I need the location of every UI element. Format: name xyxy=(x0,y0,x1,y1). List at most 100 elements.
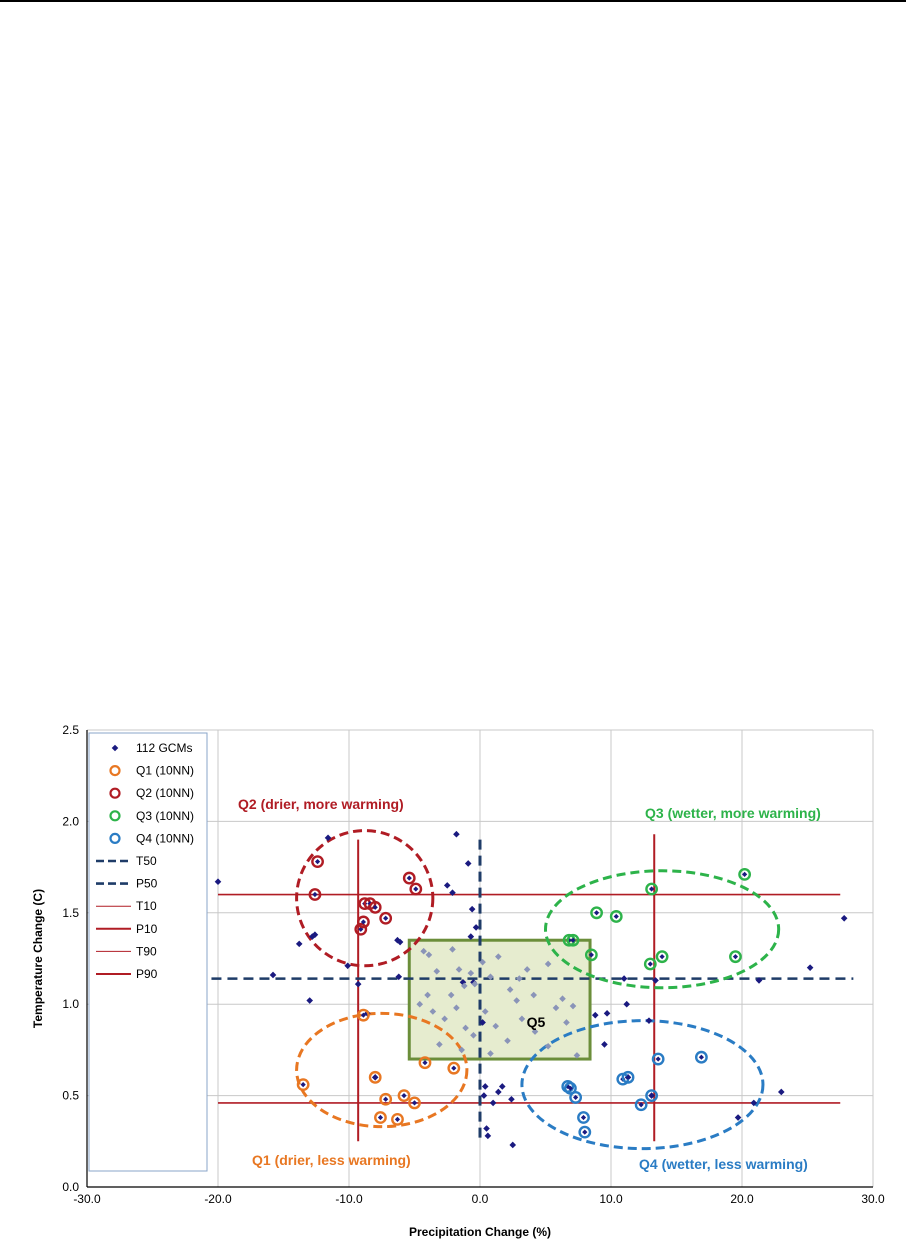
q5-gcm-point xyxy=(455,966,463,973)
q1-ring xyxy=(357,1008,370,1022)
q2-point xyxy=(413,886,419,892)
q5-gcm-point xyxy=(416,1000,424,1008)
q5-gcm-point xyxy=(530,991,538,999)
legend-label: T90 xyxy=(136,944,157,958)
gcm-point xyxy=(620,975,628,982)
gcm-point xyxy=(489,1099,497,1107)
q5-gcm-point xyxy=(523,966,531,973)
gcm-point xyxy=(468,905,476,913)
q5-gcm-point xyxy=(425,951,433,959)
q5-gcm-point xyxy=(424,991,431,999)
q5-gcm-point xyxy=(544,960,552,968)
q4-ring xyxy=(577,1111,590,1124)
q1-cluster-ellipse xyxy=(295,1011,469,1129)
q2-ring xyxy=(368,900,382,914)
gcm-point xyxy=(508,1095,515,1103)
q5-gcm-point xyxy=(453,1004,460,1012)
gcm-point xyxy=(479,1019,486,1026)
q4-point xyxy=(582,1129,588,1135)
x-tick-label: 30.0 xyxy=(861,1192,885,1206)
q1-ring xyxy=(418,1056,432,1070)
x-tick-label: -30.0 xyxy=(73,1192,101,1206)
q4-ring xyxy=(578,1125,592,1139)
q1-ring xyxy=(379,1092,393,1106)
gcm-point xyxy=(840,914,848,922)
annotation-q4: Q4 (wetter, less warming) xyxy=(639,1156,808,1172)
gcm-point xyxy=(344,962,351,970)
y-tick-label: 0.5 xyxy=(62,1089,79,1103)
q5-gcm-point xyxy=(458,1046,465,1054)
q5-gcm-point xyxy=(433,967,441,975)
axes: -30.0 -20.0 -10.0 0.0 10.0 20.0 30.0 0.0 0.5 1.0 1… xyxy=(31,723,885,1239)
q5-gcm-point xyxy=(471,980,479,988)
legend-label: T10 xyxy=(136,899,157,913)
q5-gcm-point xyxy=(504,1037,511,1045)
q1-ring xyxy=(397,1089,411,1103)
x-axis-title: Precipitation Change (%) xyxy=(409,1225,551,1239)
gcm-point xyxy=(652,977,659,984)
q4-point xyxy=(698,1054,704,1060)
q4-point xyxy=(638,1102,644,1108)
gcm-point xyxy=(601,1041,608,1048)
gcm-point xyxy=(311,931,319,939)
q2-ring xyxy=(402,871,416,885)
q3-ring xyxy=(590,906,603,920)
x-tick-label: -10.0 xyxy=(335,1192,363,1206)
q5-gcm-point xyxy=(460,982,468,990)
annotations: Q1 (drier, less warming) Q2 (drier, more … xyxy=(238,796,821,1172)
gcm-point xyxy=(509,1141,517,1149)
q3-point xyxy=(742,871,748,878)
legend-label: Q2 (10NN) xyxy=(136,786,194,800)
q3-ring xyxy=(609,910,623,923)
q4-cluster-ellipse xyxy=(520,1019,765,1151)
q4-ring xyxy=(569,1091,583,1104)
q1-point xyxy=(451,1065,457,1071)
q5-gcm-point xyxy=(531,1028,539,1035)
x-tick-label: 0.0 xyxy=(472,1192,489,1206)
q1-point xyxy=(401,1093,407,1099)
q2-point xyxy=(372,904,378,910)
q1-point xyxy=(377,1114,384,1121)
gcm-point xyxy=(806,964,814,971)
y-tick-label: 0.0 xyxy=(62,1180,79,1194)
q3-ring xyxy=(645,882,659,896)
gcm-point xyxy=(495,1088,502,1096)
q2-ring xyxy=(409,882,423,896)
q5-gcm-point xyxy=(479,958,486,966)
q2-ring xyxy=(357,915,370,929)
q5-gcm-point xyxy=(467,969,475,977)
legend-label: Q3 (10NN) xyxy=(136,809,194,823)
q1-ring xyxy=(408,1096,421,1110)
annotation-q1: Q1 (drier, less warming) xyxy=(252,1152,411,1168)
legend-symbol-ring xyxy=(109,787,121,799)
q5-box xyxy=(407,938,592,1061)
cluster-ellipses xyxy=(295,829,781,1151)
q5-gcm-point xyxy=(544,1042,552,1050)
gcm-point xyxy=(449,889,456,896)
legend-label: 112 GCMs xyxy=(136,741,192,755)
gcm-point xyxy=(480,1092,488,1099)
data-points xyxy=(214,830,848,1149)
gcm-point xyxy=(467,933,475,940)
gcm-point xyxy=(464,860,472,867)
q5-gcm-point xyxy=(447,991,455,999)
legend-label: P90 xyxy=(136,967,158,981)
gcm-point xyxy=(214,878,222,886)
annotation-q2: Q2 (drier, more warming) xyxy=(238,796,404,812)
q4-ring xyxy=(621,1070,635,1084)
y-tick-label: 1.0 xyxy=(62,997,79,1011)
gcm-point xyxy=(453,830,460,838)
q2-ring xyxy=(379,911,393,925)
q4-point xyxy=(655,1056,661,1062)
gcm-point xyxy=(623,1000,631,1008)
q5-gcm-point xyxy=(481,1008,489,1015)
q5-gcm-point xyxy=(495,953,502,960)
q1-point xyxy=(300,1082,306,1088)
legend-box xyxy=(88,732,208,1172)
q5-gcm-point xyxy=(516,975,523,982)
q2-point xyxy=(406,875,412,881)
q5-gcm-point xyxy=(449,946,456,953)
q4-ring xyxy=(694,1050,708,1064)
q3-ring xyxy=(643,957,657,971)
